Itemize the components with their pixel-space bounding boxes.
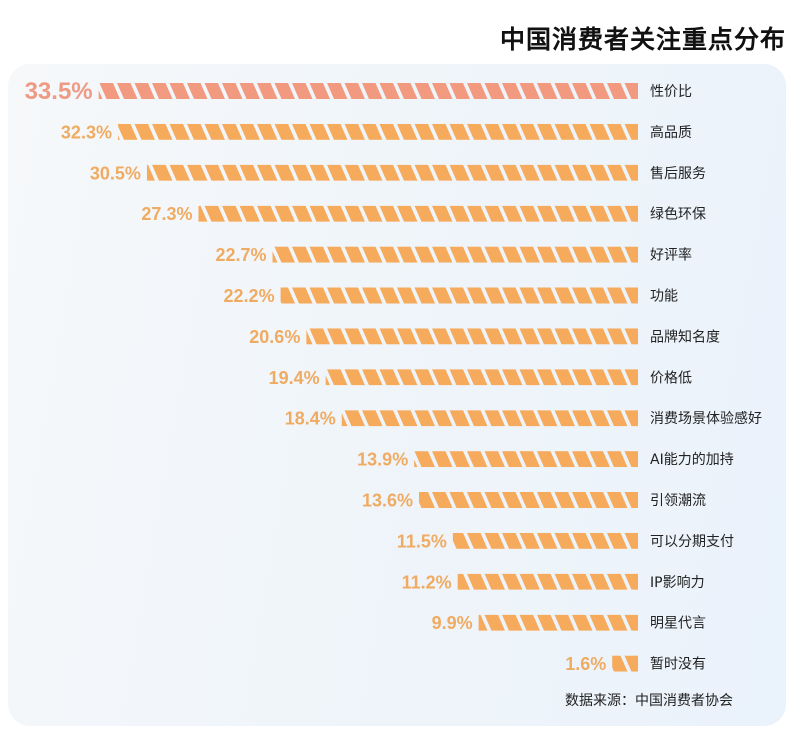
category-label: 好评率 bbox=[650, 247, 692, 264]
bar bbox=[457, 573, 638, 590]
category-label: 品牌知名度 bbox=[650, 328, 720, 345]
category-label: 绿色环保 bbox=[650, 206, 706, 223]
bar bbox=[198, 205, 638, 222]
bar bbox=[452, 532, 638, 549]
category-label: 价格低 bbox=[650, 370, 692, 386]
value-label: 9.9% bbox=[432, 613, 473, 633]
category-label: 售后服务 bbox=[650, 166, 706, 182]
value-label: 13.9% bbox=[357, 450, 408, 470]
bar bbox=[325, 369, 638, 386]
category-label: 明星代言 bbox=[650, 616, 706, 632]
category-label: IP影响力 bbox=[650, 575, 705, 591]
bar bbox=[414, 451, 638, 468]
chart-title: 中国消费者关注重点分布 bbox=[499, 25, 786, 54]
value-label: 27.3% bbox=[141, 204, 192, 224]
bar bbox=[478, 614, 638, 631]
bar bbox=[117, 123, 639, 140]
category-label: 功能 bbox=[650, 289, 678, 305]
value-label: 20.6% bbox=[249, 327, 300, 347]
bar bbox=[341, 410, 638, 427]
source-note: 数据来源：中国消费者协会 bbox=[565, 693, 733, 709]
value-label: 33.5% bbox=[25, 78, 93, 105]
value-label: 1.6% bbox=[565, 654, 606, 674]
value-label: 22.7% bbox=[215, 245, 266, 265]
category-label: 可以分期支付 bbox=[650, 534, 734, 550]
category-label: 性价比 bbox=[650, 84, 692, 100]
bar bbox=[612, 655, 638, 672]
value-label: 13.6% bbox=[362, 491, 413, 511]
value-label: 11.5% bbox=[397, 531, 447, 551]
value-label: 32.3% bbox=[61, 122, 112, 142]
bar bbox=[272, 246, 638, 263]
value-label: 11.2% bbox=[402, 572, 452, 592]
value-label: 22.2% bbox=[224, 286, 275, 306]
bar bbox=[98, 83, 638, 99]
category-label: 暂时没有 bbox=[650, 657, 706, 673]
value-label: 19.4% bbox=[269, 368, 320, 388]
value-label: 18.4% bbox=[285, 409, 336, 429]
bar bbox=[419, 492, 639, 508]
category-label: 引领潮流 bbox=[650, 493, 706, 509]
category-label: 高品质 bbox=[650, 124, 692, 141]
category-label: AI能力的加持 bbox=[650, 452, 734, 468]
category-label: 消费场景体验感好 bbox=[650, 410, 762, 427]
bar bbox=[146, 164, 638, 181]
bar bbox=[306, 328, 638, 345]
bar bbox=[280, 287, 638, 304]
value-label: 30.5% bbox=[90, 163, 141, 183]
